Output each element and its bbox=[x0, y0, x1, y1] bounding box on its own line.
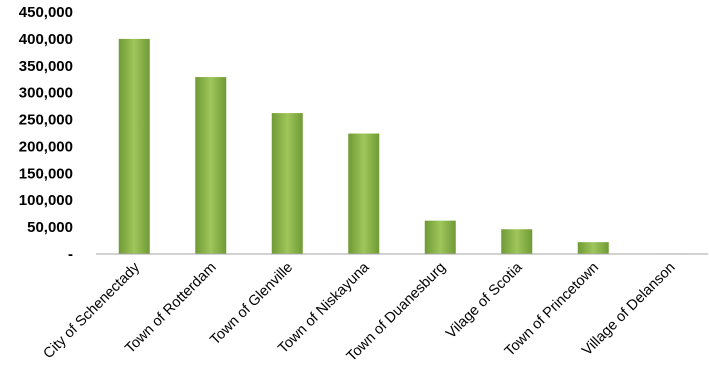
x-tick-label: Town of Glenville bbox=[207, 260, 296, 349]
bars-group bbox=[118, 38, 686, 255]
bar bbox=[348, 133, 380, 254]
bar bbox=[118, 38, 150, 255]
y-tick-label: 150,000 bbox=[19, 165, 73, 182]
y-axis: - 50,000 100,000 150,000 200,000 250,000 300,0… bbox=[19, 4, 73, 263]
bar bbox=[501, 229, 533, 254]
y-tick-label: 350,000 bbox=[19, 58, 73, 75]
x-tick-label: Vilage of Scotia bbox=[443, 259, 526, 342]
y-tick-label: 50,000 bbox=[27, 219, 73, 236]
bar bbox=[271, 113, 303, 254]
y-tick-label: 100,000 bbox=[19, 192, 73, 209]
bar bbox=[195, 77, 227, 255]
y-tick-label: - bbox=[68, 246, 73, 263]
y-tick-label: 200,000 bbox=[19, 138, 73, 155]
y-tick-label: 300,000 bbox=[19, 85, 73, 102]
bar bbox=[424, 220, 456, 254]
bar bbox=[577, 242, 609, 254]
y-tick-label: 250,000 bbox=[19, 112, 73, 129]
y-tick-label: 450,000 bbox=[19, 4, 73, 21]
y-tick-label: 400,000 bbox=[19, 31, 73, 48]
